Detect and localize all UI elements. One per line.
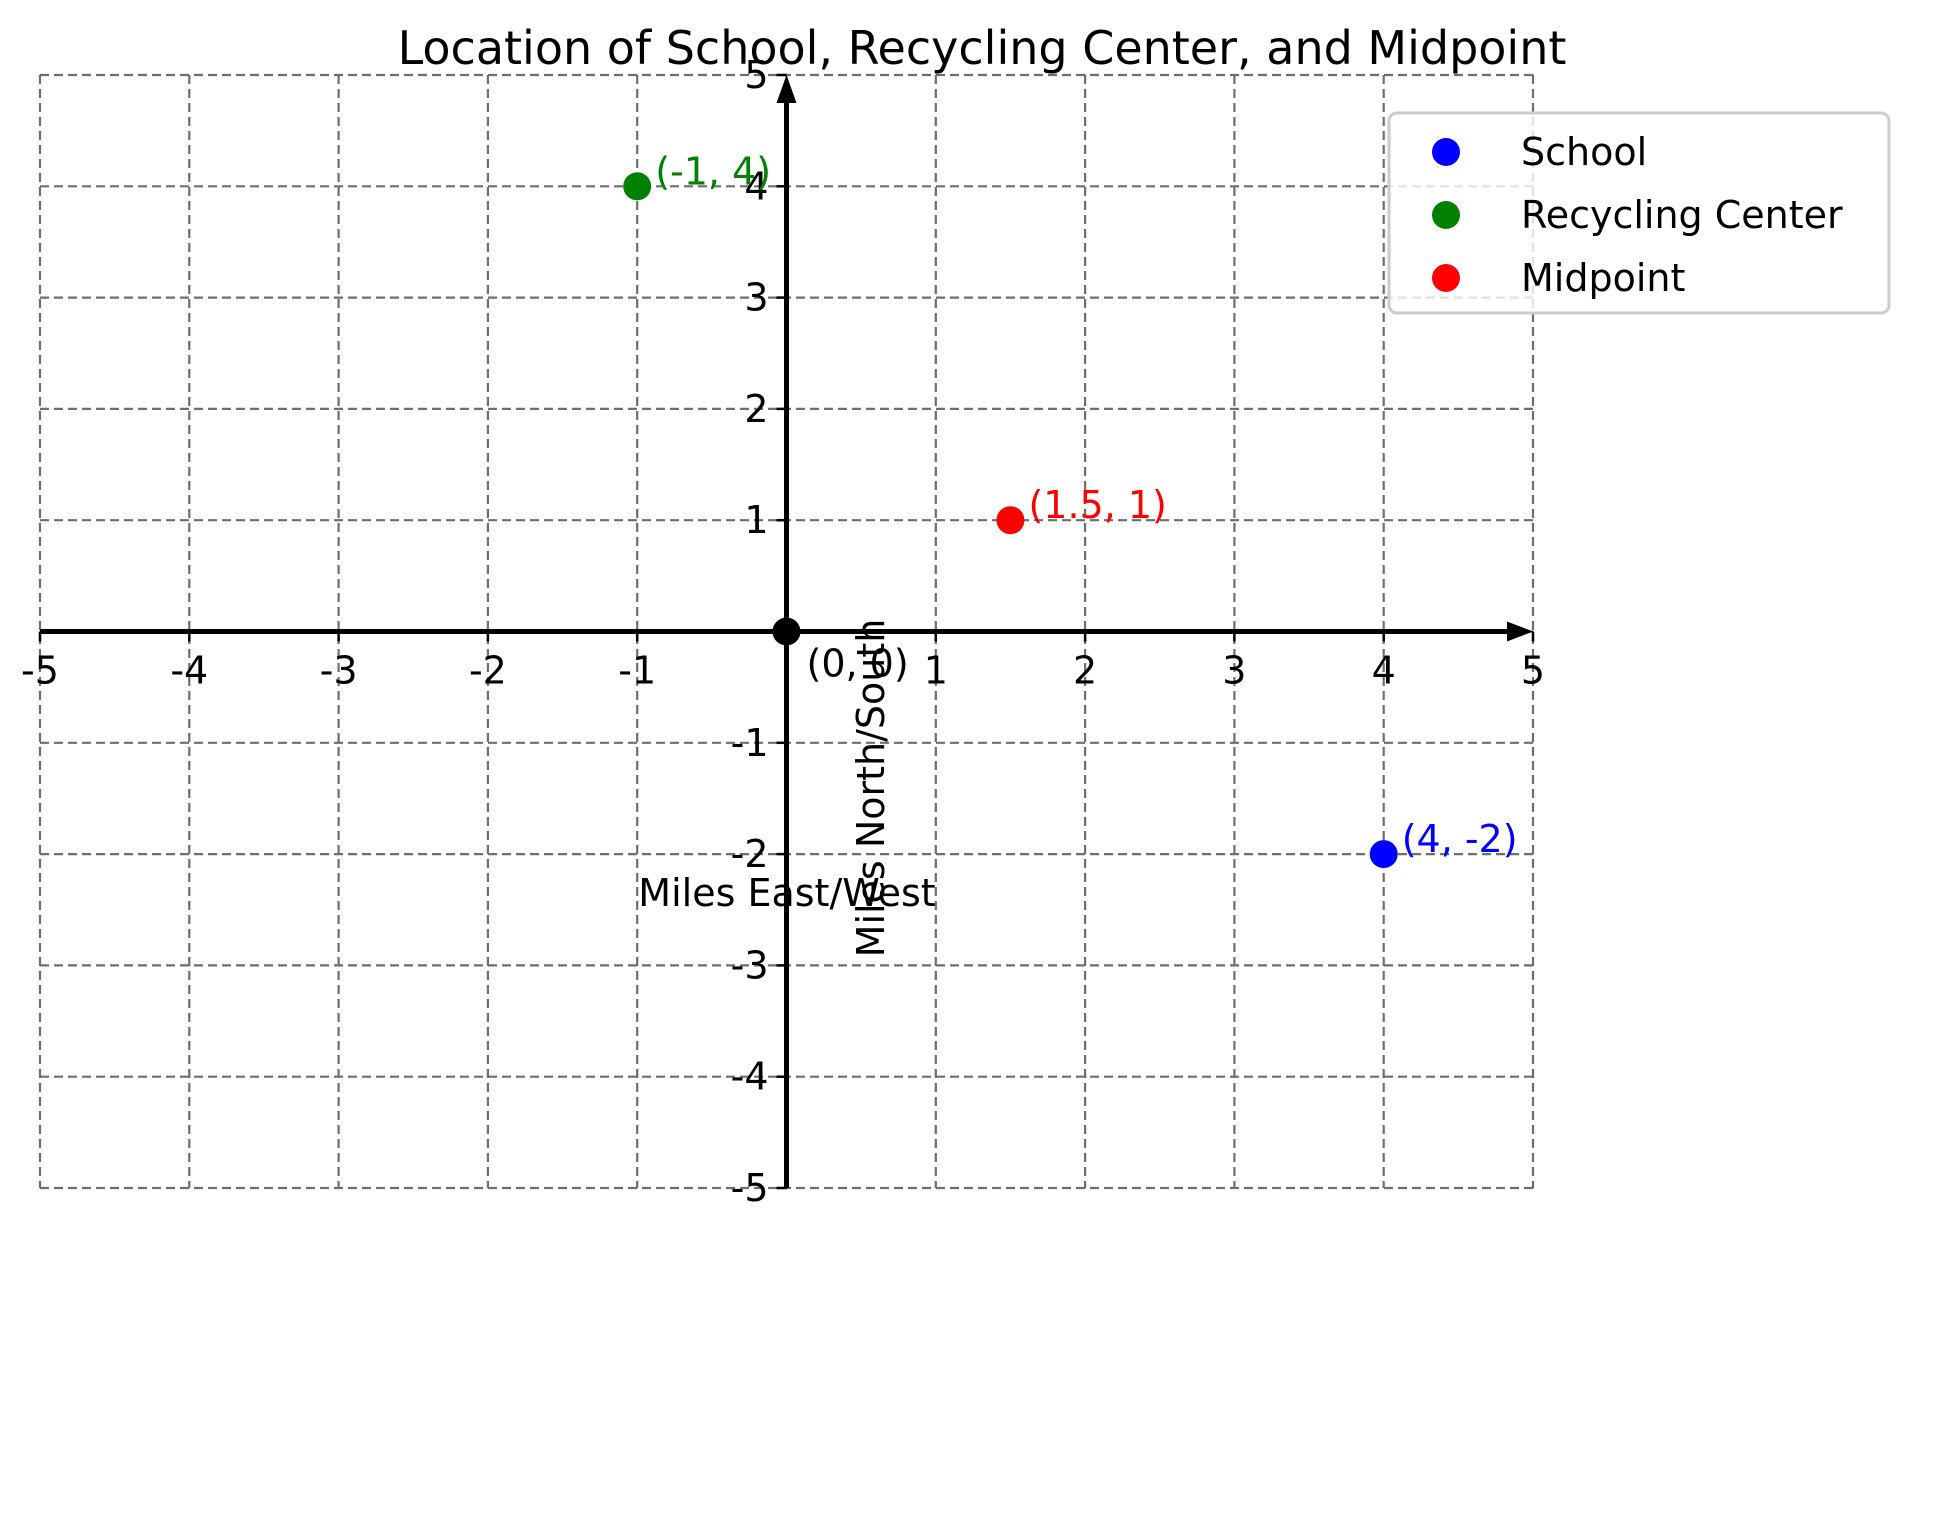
y-tick-label: -1 xyxy=(731,721,769,765)
y-tick-label: 2 xyxy=(744,387,768,431)
data-points: (0, 0) (4, -2) (-1, 4) (1.5, 1) xyxy=(623,149,1518,869)
y-tick-label: -4 xyxy=(731,1055,769,1099)
origin-point xyxy=(772,617,801,646)
x-tick-label: -1 xyxy=(618,649,656,693)
legend-marker-icon xyxy=(1432,201,1460,229)
x-tick-label: -4 xyxy=(170,649,208,693)
y-axis-arrow-icon xyxy=(776,75,797,103)
legend-marker-icon xyxy=(1432,138,1460,166)
x-tick-label: -5 xyxy=(21,649,59,693)
y-tick-label: 3 xyxy=(744,276,768,320)
legend-label: Midpoint xyxy=(1521,256,1685,300)
y-tick-label: -2 xyxy=(731,832,769,876)
data-point-recycling-center xyxy=(623,172,652,201)
x-tick-label: 5 xyxy=(1521,649,1545,693)
x-tick-label: 3 xyxy=(1222,649,1246,693)
legend: School Recycling Center Midpoint xyxy=(1387,111,1891,315)
tick-labels: -5 -4 -3 -2 -1 1 2 3 4 5 -5 -4 -3 -2 -1 1 2 3 4 5 xyxy=(21,53,1545,1210)
chart-title: Location of School, Recycling Center, an… xyxy=(398,21,1567,75)
legend-label: Recycling Center xyxy=(1521,193,1843,237)
x-tick-label: -2 xyxy=(469,649,507,693)
y-tick-label: -5 xyxy=(731,1166,769,1210)
data-point-label: (4, -2) xyxy=(1402,817,1518,861)
data-point-school xyxy=(1369,840,1398,869)
y-tick-label: 4 xyxy=(744,164,768,208)
y-tick-label: 5 xyxy=(744,53,768,97)
x-tick-label: -3 xyxy=(320,649,358,693)
data-point-label: (-1, 4) xyxy=(655,149,771,193)
legend-box xyxy=(1387,111,1891,315)
y-tick-label: 1 xyxy=(744,498,768,542)
legend-marker-icon xyxy=(1432,264,1460,292)
y-axis-label: Miles North/South xyxy=(849,619,893,958)
legend-label: School xyxy=(1521,130,1647,174)
data-point-midpoint xyxy=(996,506,1025,535)
x-tick-label: 4 xyxy=(1372,649,1396,693)
x-axis-label: Miles East/West xyxy=(638,871,935,915)
x-tick-label: 2 xyxy=(1073,649,1097,693)
x-axis-arrow-icon xyxy=(1507,621,1533,642)
data-point-label: (1.5, 1) xyxy=(1028,483,1166,527)
y-tick-label: -3 xyxy=(731,943,769,987)
x-tick-label: 1 xyxy=(924,649,948,693)
origin-label: (0, 0) xyxy=(807,642,909,686)
